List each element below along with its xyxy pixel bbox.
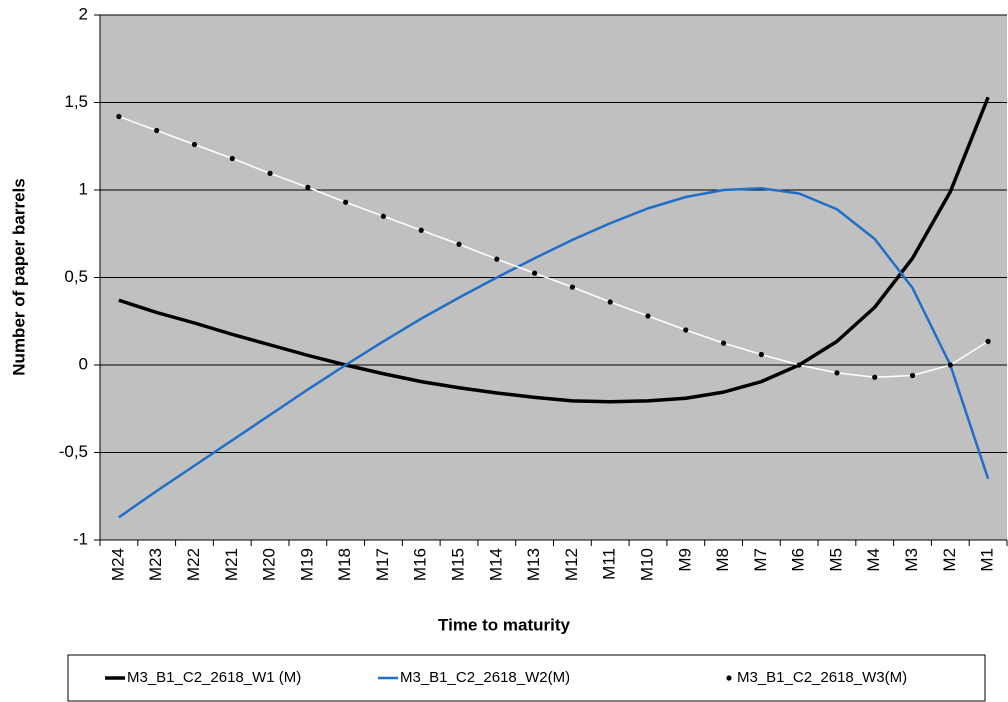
x-tick-label: M12 bbox=[562, 548, 581, 581]
data-point bbox=[607, 299, 613, 305]
x-tick-label: M13 bbox=[524, 548, 543, 581]
x-tick-label: M18 bbox=[335, 548, 354, 581]
data-point bbox=[985, 338, 991, 344]
data-point bbox=[154, 127, 160, 134]
x-tick-label: M6 bbox=[789, 548, 808, 572]
data-point bbox=[909, 372, 916, 379]
x-tick-label: M2 bbox=[940, 548, 959, 572]
data-point bbox=[834, 370, 840, 376]
x-axis-title: Time to maturity bbox=[438, 615, 570, 634]
x-tick-label: M16 bbox=[411, 548, 430, 581]
legend-box bbox=[67, 654, 986, 702]
x-tick-label: M7 bbox=[751, 548, 770, 572]
data-point bbox=[116, 113, 122, 120]
data-point bbox=[494, 256, 500, 262]
data-point bbox=[267, 170, 273, 176]
data-point bbox=[720, 340, 727, 346]
x-tick-label: M3 bbox=[902, 548, 921, 572]
x-tick-label: M8 bbox=[713, 548, 732, 572]
x-tick-label: M1 bbox=[978, 548, 997, 572]
x-tick-label: M20 bbox=[260, 548, 279, 581]
x-tick-label: M9 bbox=[675, 548, 694, 572]
x-tick-label: M23 bbox=[146, 548, 165, 581]
x-tick-label: M11 bbox=[600, 548, 619, 580]
data-point bbox=[947, 362, 953, 368]
x-tick-label: M5 bbox=[826, 548, 845, 572]
y-tick-label: 2 bbox=[79, 4, 88, 23]
data-point bbox=[758, 351, 764, 358]
x-tick-label: M14 bbox=[486, 548, 505, 581]
series-line bbox=[118, 187, 990, 519]
x-tick-label: M21 bbox=[222, 548, 241, 581]
legend-label: M3_B1_C2_2618_W3(M) bbox=[737, 669, 907, 686]
data-point bbox=[305, 184, 311, 190]
plot-area bbox=[94, 14, 1008, 546]
x-tick-label: M24 bbox=[108, 548, 127, 581]
data-point bbox=[872, 374, 878, 380]
data-point bbox=[683, 327, 689, 333]
data-point bbox=[645, 313, 651, 319]
data-point bbox=[229, 155, 235, 162]
x-tick-label: M4 bbox=[864, 548, 883, 572]
y-axis-title: Number of paper barrels bbox=[9, 178, 28, 375]
series-line bbox=[118, 96, 990, 404]
x-tick-label: M10 bbox=[637, 548, 656, 581]
y-tick-label: -1 bbox=[73, 529, 88, 548]
x-tick-label: M19 bbox=[297, 548, 316, 581]
y-tick-label: 1,5 bbox=[64, 92, 88, 111]
data-point bbox=[532, 270, 538, 276]
data-point bbox=[569, 284, 575, 290]
series-line bbox=[118, 115, 989, 378]
data-point bbox=[380, 213, 387, 219]
legend-marker bbox=[726, 675, 732, 681]
data-point bbox=[456, 241, 462, 247]
y-tick-label: 1 bbox=[79, 179, 88, 198]
legend-label: M3_B1_C2_2618_W1 (M) bbox=[127, 669, 301, 686]
x-tick-label: M17 bbox=[373, 548, 392, 581]
y-tick-label: -0,5 bbox=[59, 442, 88, 461]
y-tick-label: 0,5 bbox=[64, 267, 88, 286]
x-tick-label: M15 bbox=[449, 548, 468, 581]
x-tick-label: M22 bbox=[184, 548, 203, 581]
data-point bbox=[796, 362, 802, 368]
data-point bbox=[418, 227, 424, 233]
y-tick-label: 0 bbox=[79, 354, 88, 373]
legend-label: M3_B1_C2_2618_W2(M) bbox=[400, 669, 570, 686]
data-point bbox=[343, 199, 349, 205]
data-point bbox=[191, 141, 198, 148]
